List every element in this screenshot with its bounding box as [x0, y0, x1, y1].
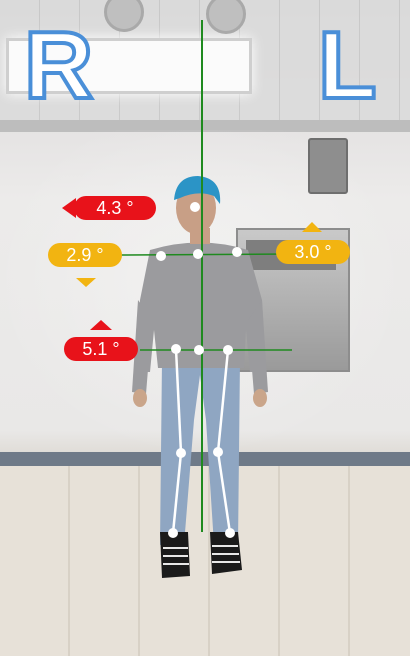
- right-hip-joint: [171, 344, 181, 354]
- arrow-up-icon: [302, 222, 322, 232]
- ceiling-light: [6, 38, 252, 94]
- left-knee-joint: [213, 447, 223, 457]
- shoulder-line: [119, 253, 291, 256]
- wall-device: [308, 138, 348, 194]
- arrow-up-icon: [90, 320, 112, 330]
- ceiling-vent: [104, 0, 144, 32]
- baseboard: [0, 452, 410, 466]
- right-ankle-joint: [168, 528, 178, 538]
- head-tilt-readout: 4.3 °: [74, 196, 156, 220]
- arrow-left-icon: [62, 198, 76, 218]
- right-shoulder-joint: [156, 251, 166, 261]
- pelvis-readout: 5.1 °: [64, 337, 138, 361]
- right-knee-joint: [176, 448, 186, 458]
- head-joint: [190, 202, 200, 212]
- left-ankle-joint: [225, 528, 235, 538]
- joint-markers: [156, 202, 242, 538]
- left-side-letter: L: [316, 12, 379, 119]
- leg-skeleton: [171, 348, 232, 534]
- left-shoulder-joint: [232, 247, 242, 257]
- ceiling-vent: [206, 0, 246, 34]
- right-side-letter: R: [22, 12, 95, 119]
- neck-joint: [193, 249, 203, 259]
- left-shoulder-readout: 3.0 °: [276, 240, 350, 264]
- floor: [0, 466, 410, 656]
- left-hip-joint: [223, 345, 233, 355]
- ceiling-edge: [0, 120, 410, 132]
- right-shoulder-readout: 2.9 °: [48, 243, 122, 267]
- arrow-down-icon: [76, 278, 96, 287]
- pelvis-center-joint: [194, 345, 204, 355]
